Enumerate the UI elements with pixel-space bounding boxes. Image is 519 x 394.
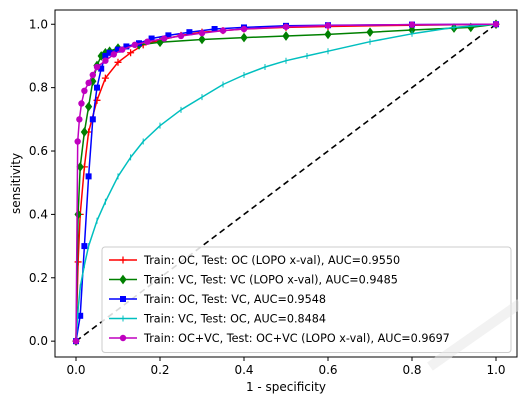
series-3-point: [165, 32, 172, 39]
x-tick-label: 1.0: [486, 363, 505, 377]
legend-entry-4: Train: VC, Test: OC, AUC=0.8484: [109, 313, 326, 326]
series-5-point: [78, 100, 85, 107]
legend-entry-1: Train: OC, Test: OC (LOPO x-val), AUC=0.…: [109, 254, 400, 267]
y-tick-label: 1.0: [29, 17, 48, 31]
series-1-point: [114, 58, 122, 66]
legend-box: [101, 246, 512, 353]
plot-frame: [54, 9, 518, 358]
legend-marker: [120, 296, 126, 302]
reference-diagonal-line: [75, 23, 497, 342]
x-tick-label: 0.0: [66, 363, 85, 377]
plot-layer: [72, 19, 500, 346]
series-3-point: [211, 26, 218, 33]
series-5-point: [81, 87, 88, 95]
series-5-point: [76, 116, 83, 123]
series-2-point: [84, 101, 93, 112]
series-2-point: [80, 127, 89, 137]
y-tick-label: 0.2: [29, 271, 48, 285]
series-5-point: [144, 38, 151, 45]
series-3-point: [106, 49, 113, 56]
series-3-point: [85, 173, 92, 180]
x-tick-label: 0.8: [402, 363, 421, 377]
series-5-point: [282, 23, 290, 30]
series-3-point: [123, 43, 130, 50]
series-5-point: [177, 32, 185, 40]
legend-label: Train: VC, Test: VC (LOPO x-val), AUC=0.…: [143, 274, 398, 287]
series-5-point: [72, 337, 80, 345]
series-5-point: [324, 22, 332, 29]
series-5: [72, 21, 500, 345]
series-5-line: [75, 23, 497, 342]
x-tick-label: 0.6: [318, 363, 337, 377]
legend-label: Train: VC, Test: OC, AUC=0.8484: [143, 313, 326, 326]
series-3-point: [148, 35, 155, 42]
series-5-point: [89, 71, 97, 79]
series-5-point: [131, 41, 138, 49]
series-1-point: [127, 49, 135, 57]
series-2-point: [324, 29, 332, 40]
legend-entry-3: Train: OC, Test: VC, AUC=0.9548: [109, 293, 326, 306]
legend: Train: OC, Test: OC (LOPO x-val), AUC=0.…: [101, 246, 512, 353]
series-5-point: [85, 79, 92, 87]
x-axis-label: 1 - specificity: [246, 380, 326, 394]
series-5-point: [119, 46, 126, 53]
series-3-point: [89, 116, 96, 123]
series-5-point: [492, 21, 500, 28]
x-tick-label: 0.4: [234, 363, 253, 377]
series-5-point: [93, 63, 101, 71]
legend-marker: [119, 334, 127, 342]
legend-marker: [119, 256, 127, 264]
legend-label: Train: OC, Test: VC, AUC=0.9548: [143, 293, 326, 306]
series-5-point: [161, 35, 168, 42]
series-5-point: [240, 25, 248, 33]
series-5-point: [74, 138, 81, 145]
y-tick-label: 0.0: [29, 334, 48, 348]
series-2-point: [282, 31, 290, 41]
series-3-point: [102, 52, 109, 59]
series-1-point: [101, 74, 109, 82]
series-5-point: [102, 57, 109, 64]
series-3-point: [94, 84, 100, 91]
legend-label: Train: OC, Test: OC (LOPO x-val), AUC=0.…: [143, 254, 400, 267]
series-5-point: [110, 51, 118, 58]
axes-layer: 0.0 0.2 0.4 0.6 0.8 1.0 0.0 0.2 0.4 0.6 0.8 1.0 1 - …: [9, 9, 518, 394]
series-3-point: [115, 46, 121, 53]
series-3-point: [81, 243, 88, 250]
x-tick-label: 0.2: [150, 363, 169, 377]
y-axis-label: sensitivity: [9, 153, 23, 214]
series-5-point: [408, 21, 416, 28]
y-tick-label: 0.4: [29, 207, 48, 221]
series-2-point: [240, 32, 248, 43]
y-tick-label: 0.8: [29, 81, 48, 95]
legend-marker: [119, 274, 127, 285]
legend-entry-5: Train: OC+VC, Test: OC+VC (LOPO x-val), …: [109, 332, 450, 345]
series-3-point: [186, 29, 193, 36]
series-5-point: [198, 29, 206, 37]
legend-entry-2: Train: VC, Test: VC (LOPO x-val), AUC=0.…: [109, 274, 398, 287]
series-2-point: [366, 27, 374, 38]
legend-label: Train: OC+VC, Test: OC+VC (LOPO x-val), …: [143, 332, 450, 345]
y-tick-label: 0.6: [29, 144, 48, 158]
series-3-point: [77, 312, 84, 319]
series-2-point: [198, 34, 206, 45]
series-3-point: [98, 65, 105, 72]
series-5-point: [219, 27, 227, 34]
